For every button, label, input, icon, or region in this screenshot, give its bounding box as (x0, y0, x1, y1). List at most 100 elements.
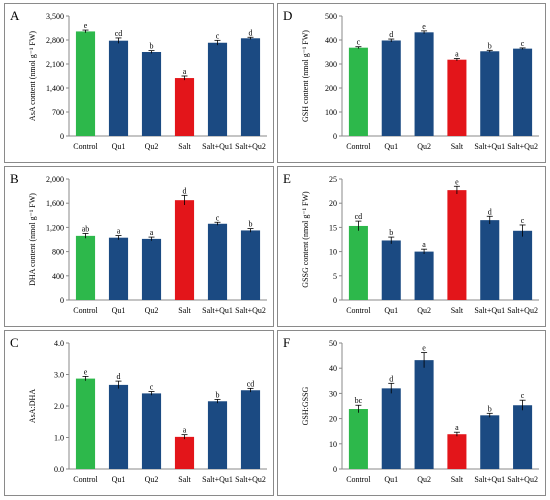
panel-letter: A (10, 8, 20, 23)
significance-letter: e (84, 367, 88, 376)
x-tick-label: Salt+Qu1 (202, 142, 233, 151)
y-tick-label: 200 (325, 84, 337, 93)
x-tick-label: Salt+Qu2 (507, 142, 538, 151)
bar-salt-plus-qu2 (513, 405, 533, 469)
panel-f: F GSH:GSSG 0 10 20 30 40 50 bc Control d Qu1 e Qu2 a S… (277, 330, 546, 496)
bar-salt-plus-qu1 (480, 51, 500, 136)
significance-letter: d (389, 374, 393, 383)
bar-salt-plus-qu2 (240, 38, 261, 136)
x-tick-label: Control (73, 306, 98, 315)
y-tick-label: 500 (325, 12, 337, 21)
significance-letter: a (455, 49, 459, 58)
x-tick-label: Control (346, 142, 371, 151)
x-tick-label: Salt+Qu2 (235, 142, 266, 151)
bar-salt-plus-qu2 (513, 48, 533, 136)
y-tick-label: 20 (329, 199, 337, 208)
bar-qu1 (381, 388, 401, 469)
y-tick-label: 100 (325, 108, 337, 117)
chart-e: GSSG content (nmol g⁻¹ FW)0510152025cdCo… (301, 175, 539, 315)
significance-letter: c (357, 38, 361, 47)
x-tick-label: Salt (178, 142, 191, 151)
bar-salt (447, 190, 467, 300)
y-tick-label: 0 (60, 296, 64, 305)
significance-letter: d (488, 207, 492, 216)
y-tick-label: 0 (333, 132, 337, 141)
y-tick-label: 400 (52, 272, 64, 281)
y-axis-title: DHA content (nmol g⁻¹ FW) (28, 193, 37, 286)
bar-qu1 (381, 240, 401, 300)
significance-letter: cd (355, 212, 363, 221)
y-tick-label: 0.0 (54, 465, 64, 474)
x-tick-label: Qu2 (145, 142, 159, 151)
y-tick-label: 1.0 (54, 434, 64, 443)
x-tick-label: Qu1 (384, 475, 398, 484)
x-tick-label: Qu1 (112, 306, 126, 315)
bar-salt-plus-qu2 (240, 230, 261, 300)
significance-letter: e (422, 344, 426, 353)
bar-control (75, 378, 96, 469)
bar-control (348, 409, 368, 469)
y-tick-label: 700 (52, 108, 64, 117)
y-tick-label: 800 (52, 248, 64, 257)
y-axis-title: AsA:DHA (28, 389, 37, 423)
bar-salt-plus-qu1 (207, 42, 228, 136)
x-tick-label: Control (346, 306, 371, 315)
bar-qu1 (108, 40, 129, 136)
chart-a: AsA content (nmol g⁻¹ FW) 0 700 1,400 2,100 2… (28, 12, 267, 151)
x-tick-label: Qu1 (384, 306, 398, 315)
significance-letter: b (216, 390, 220, 399)
x-tick-label: Salt+Qu2 (507, 306, 538, 315)
significance-letter: a (150, 228, 154, 237)
y-axis-title: GSSG content (nmol g⁻¹ FW) (301, 191, 310, 288)
x-tick-label: Qu2 (145, 475, 159, 484)
y-tick-label: 0 (60, 132, 64, 141)
significance-letter: a (183, 67, 187, 76)
panel-letter: B (10, 171, 19, 186)
bar-control (348, 225, 368, 300)
significance-letter: d (183, 186, 187, 195)
y-tick-label: 25 (329, 175, 337, 184)
bar-qu1 (108, 384, 129, 469)
significance-letter: b (249, 220, 253, 229)
x-tick-label: Qu2 (417, 142, 431, 151)
bar-qu1 (108, 237, 129, 300)
bar-control (75, 31, 96, 136)
y-tick-label: 10 (329, 440, 337, 449)
y-tick-label: 30 (329, 389, 337, 398)
significance-letter: c (216, 31, 220, 40)
y-tick-label: 3,500 (46, 12, 64, 21)
bar-qu2 (414, 251, 434, 300)
x-tick-label: Salt (178, 475, 191, 484)
y-tick-label: 20 (329, 415, 337, 424)
bar-control (348, 47, 368, 136)
panel-letter: C (10, 335, 19, 350)
y-tick-label: 5 (333, 272, 337, 281)
x-tick-label: Qu2 (417, 306, 431, 315)
y-tick-label: 40 (329, 364, 337, 373)
x-tick-label: Control (73, 142, 98, 151)
x-tick-label: Salt+Qu1 (474, 142, 505, 151)
chart-f: GSH:GSSG01020304050bcControldQu1eQu2aSal… (301, 339, 539, 484)
x-tick-label: Salt (451, 475, 464, 484)
significance-letter: c (521, 391, 525, 400)
bar-qu2 (414, 360, 434, 469)
x-tick-label: Qu1 (112, 142, 126, 151)
y-tick-label: 3.0 (54, 371, 64, 380)
y-tick-label: 0 (333, 296, 337, 305)
x-tick-label: Salt+Qu1 (474, 475, 505, 484)
chart-b: DHA content (nmol g⁻¹ FW) 0 400 800 1,200 1,6… (28, 175, 267, 315)
panel-letter: E (283, 171, 291, 186)
y-tick-label: 2,000 (46, 175, 64, 184)
x-tick-label: Control (346, 475, 371, 484)
bar-qu1 (381, 40, 401, 137)
x-tick-label: Salt (451, 306, 464, 315)
bar-salt-plus-qu2 (513, 230, 533, 300)
x-tick-label: Salt+Qu2 (235, 306, 266, 315)
y-tick-label: 1,600 (46, 199, 64, 208)
significance-letter: b (488, 404, 492, 413)
y-tick-label: 2.0 (54, 402, 64, 411)
x-tick-label: Salt (451, 142, 464, 151)
bar-salt (447, 434, 467, 469)
y-tick-label: 50 (329, 339, 337, 348)
